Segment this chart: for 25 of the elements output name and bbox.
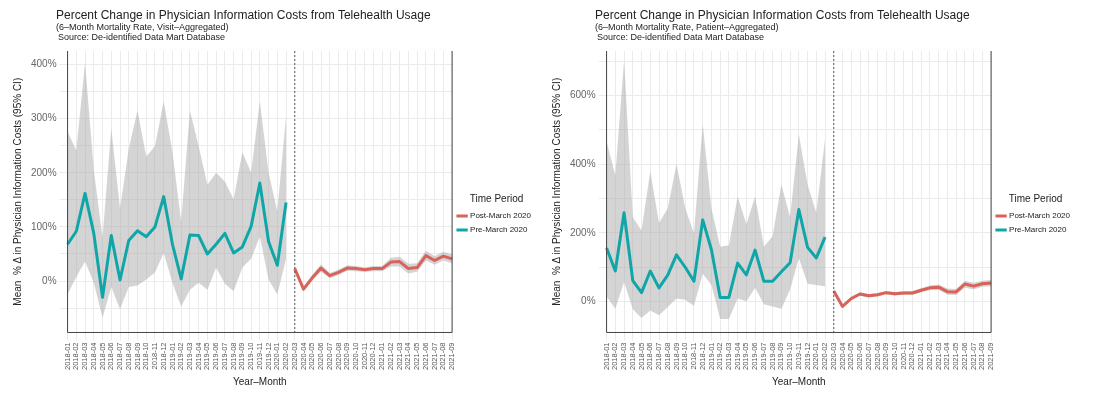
y-tick-label: 100% xyxy=(31,220,57,232)
y-tick-label: 400% xyxy=(570,158,596,170)
source-note: Source: De-identified Data Mart Database xyxy=(57,32,227,42)
y-tick-label: 0% xyxy=(42,274,57,286)
y-tick-label: 600% xyxy=(570,89,596,101)
legend-title: Time Period xyxy=(1008,192,1063,204)
y-tick-label: 300% xyxy=(31,112,57,124)
y-tick-label: 200% xyxy=(31,166,57,178)
y-tick-label: 200% xyxy=(570,226,596,238)
chart-subtitle: (6–Month Mortality Rate, Patient–Aggregated) xyxy=(595,22,780,32)
chart-title: Percent Change in Physician Information Costs from Telehealth Usage xyxy=(595,8,971,22)
legend-label: Post-March 2020 xyxy=(470,211,532,221)
legend-label: Pre-March 2020 xyxy=(1009,225,1067,235)
y-axis-title: Mean % Δ in Physician Information Costs (95% CI) xyxy=(550,77,562,306)
chart-title: Percent Change in Physician Information Costs from Telehealth Usage xyxy=(56,8,432,22)
y-tick-label: 400% xyxy=(31,58,57,70)
x-axis-title: Year–Month xyxy=(772,375,826,387)
legend-label: Pre-March 2020 xyxy=(470,225,528,235)
source-note: Source: De-identified Data Mart Database xyxy=(596,32,766,42)
legend-label: Post-March 2020 xyxy=(1009,211,1071,221)
y-tick-label: 0% xyxy=(581,295,596,307)
chart-subtitle: (6–Month Mortality Rate, Visit–Aggregated) xyxy=(56,22,230,32)
legend-title: Time Period xyxy=(469,192,524,204)
y-axis-title: Mean % Δ in Physician Information Costs (95% CI) xyxy=(11,77,23,306)
x-axis-title: Year–Month xyxy=(233,375,287,387)
